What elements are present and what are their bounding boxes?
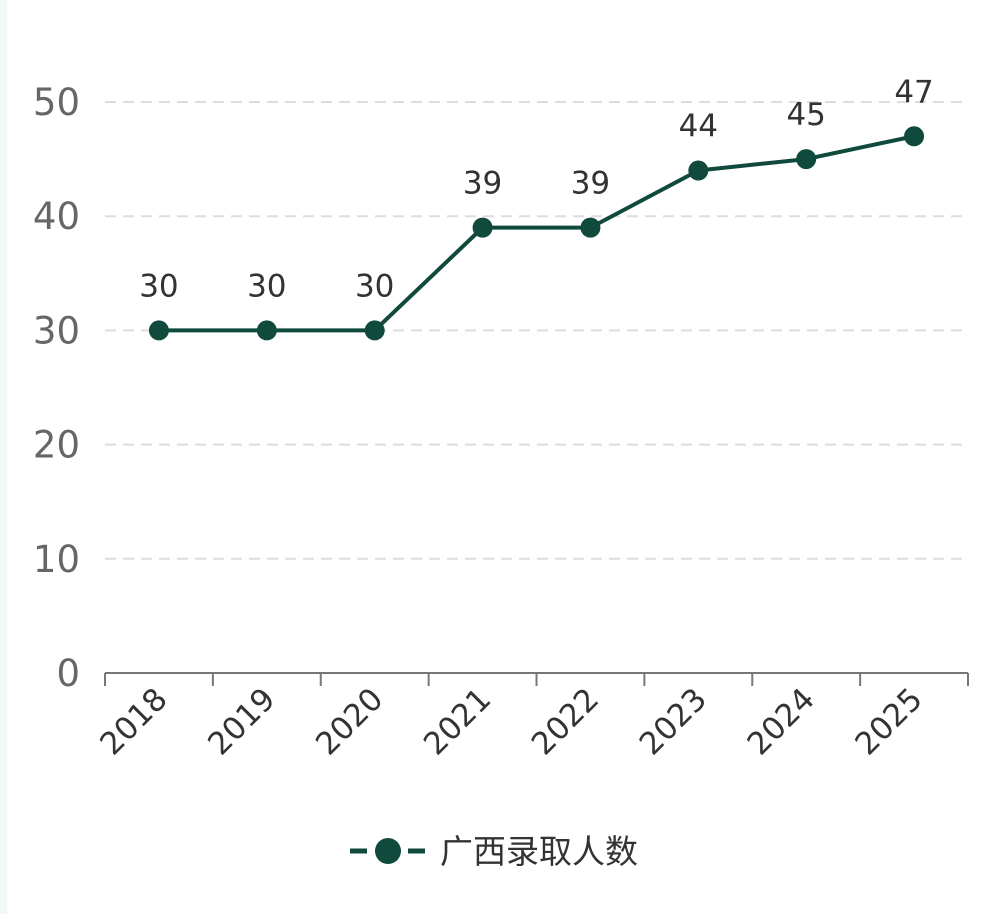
y-tick-label-50: 50 [33, 81, 80, 124]
x-tick-label-2024: 2024 [741, 681, 822, 762]
y-tick-label-0: 0 [56, 652, 80, 695]
x-tick-label-2021: 2021 [417, 681, 498, 762]
x-tick-label-2022: 2022 [525, 681, 606, 762]
y-tick-label-20: 20 [33, 424, 80, 467]
data-label-2024: 45 [786, 97, 825, 133]
axes [104, 672, 969, 686]
legend-label: 广西录取人数 [440, 832, 638, 871]
legend-marker-dot [375, 838, 401, 864]
data-point-2022 [580, 217, 601, 238]
series-line [158, 134, 915, 333]
y-tick-label-10: 10 [33, 538, 80, 581]
x-tick-label-2023: 2023 [633, 681, 714, 762]
data-label-2021: 39 [463, 166, 502, 202]
left-edge-strip [0, 0, 7, 914]
data-label-2023: 44 [679, 109, 718, 145]
data-point-2025 [904, 126, 925, 147]
data-label-2025: 47 [894, 74, 933, 110]
y-tick-labels: 0 10 20 30 40 50 [33, 81, 80, 695]
data-point-2020 [364, 320, 385, 341]
x-tick-label-2025: 2025 [848, 681, 929, 762]
data-label-2020: 30 [355, 268, 394, 304]
data-labels: 30 30 30 39 39 44 45 47 [139, 74, 934, 304]
data-point-2019 [256, 320, 277, 341]
legend[interactable]: 广西录取人数 [350, 832, 638, 871]
series-line-0 [158, 134, 915, 333]
data-points [148, 126, 925, 341]
data-label-2018: 30 [139, 268, 178, 304]
x-tick-label-2018: 2018 [93, 681, 174, 762]
x-tick-label-2020: 2020 [309, 681, 390, 762]
x-tick-label-2019: 2019 [201, 681, 282, 762]
data-point-2021 [472, 217, 493, 238]
data-point-2018 [148, 320, 169, 341]
data-point-2024 [796, 149, 817, 170]
data-label-2022: 39 [571, 166, 610, 202]
y-tick-label-40: 40 [33, 195, 80, 238]
data-label-2019: 30 [247, 268, 286, 304]
x-tick-labels: 2018 2019 2020 2021 2022 2023 2024 2025 [93, 681, 929, 762]
y-tick-label-30: 30 [33, 309, 80, 352]
data-point-2023 [688, 160, 709, 181]
